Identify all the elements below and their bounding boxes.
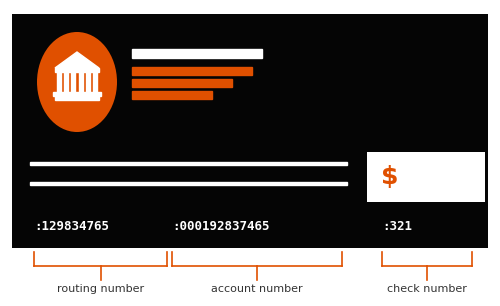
Bar bbox=[367, 152, 485, 202]
Polygon shape bbox=[57, 72, 61, 92]
Text: account number: account number bbox=[211, 284, 303, 294]
Polygon shape bbox=[30, 182, 347, 185]
Text: :321: :321 bbox=[382, 219, 412, 233]
Polygon shape bbox=[64, 72, 68, 92]
Text: :129834765: :129834765 bbox=[34, 219, 109, 233]
Polygon shape bbox=[86, 72, 90, 92]
Polygon shape bbox=[132, 79, 232, 87]
Polygon shape bbox=[132, 67, 252, 75]
Polygon shape bbox=[55, 96, 99, 100]
Text: routing number: routing number bbox=[57, 284, 144, 294]
Polygon shape bbox=[93, 72, 97, 92]
Polygon shape bbox=[132, 49, 262, 58]
Polygon shape bbox=[78, 72, 82, 92]
Polygon shape bbox=[55, 68, 99, 72]
Polygon shape bbox=[132, 91, 212, 99]
Ellipse shape bbox=[37, 32, 117, 132]
Polygon shape bbox=[53, 92, 101, 96]
Polygon shape bbox=[72, 72, 76, 92]
Bar bbox=[12, 14, 488, 248]
Text: $: $ bbox=[381, 165, 398, 189]
Text: check number: check number bbox=[387, 284, 467, 294]
Text: :000192837465: :000192837465 bbox=[172, 219, 270, 233]
Polygon shape bbox=[55, 52, 99, 68]
Polygon shape bbox=[30, 162, 347, 165]
